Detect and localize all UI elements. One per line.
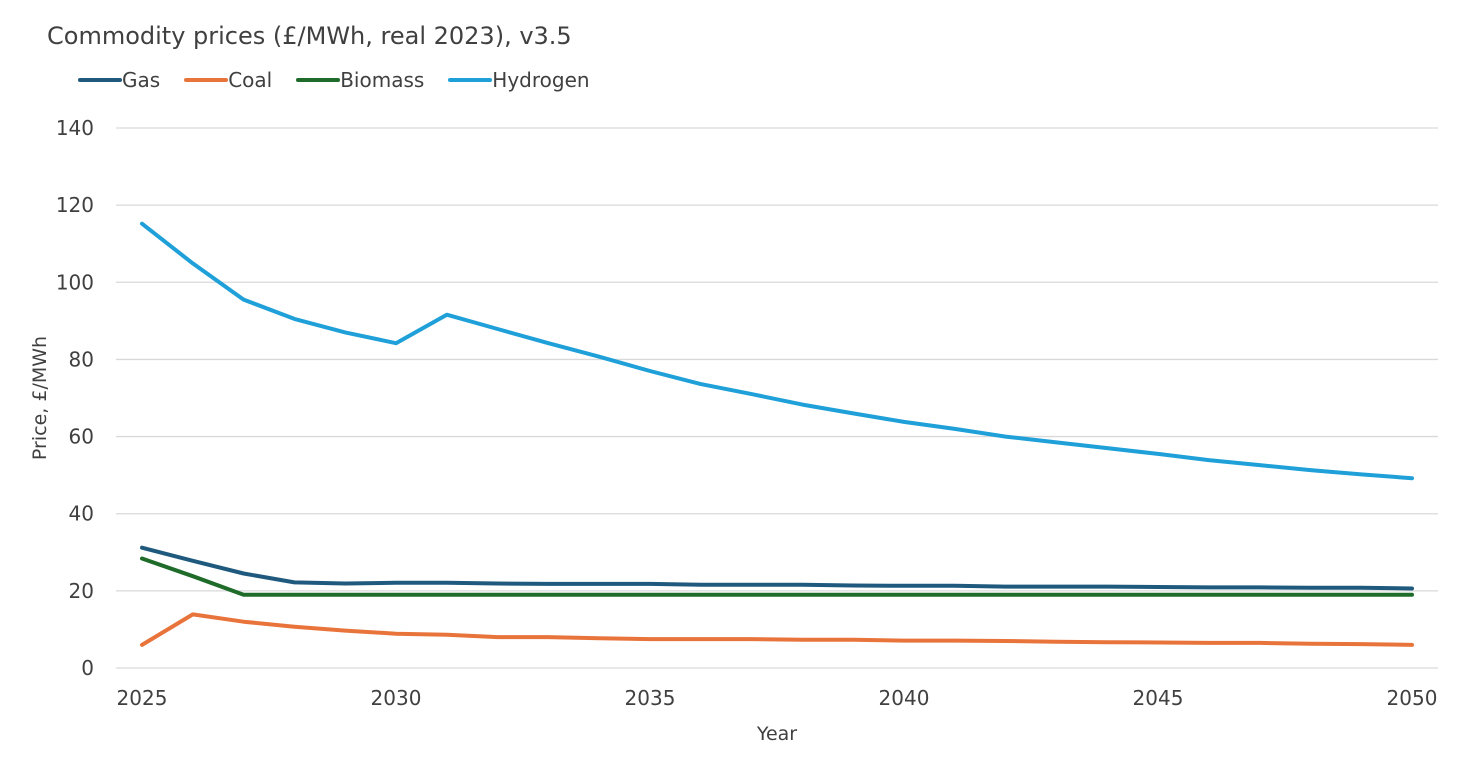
legend-swatch bbox=[296, 78, 341, 82]
x-tick-label: 2035 bbox=[625, 686, 676, 710]
chart-legend: Gas Coal Biomass Hydrogen bbox=[78, 66, 614, 94]
chart-title: Commodity prices (£/MWh, real 2023), v3.… bbox=[47, 22, 572, 50]
x-tick-label: 2045 bbox=[1133, 686, 1184, 710]
legend-swatch bbox=[184, 78, 229, 82]
legend-label: Coal bbox=[228, 68, 273, 92]
legend-swatch bbox=[448, 78, 493, 82]
y-axis-label: Price, £/MWh bbox=[29, 336, 51, 460]
x-tick-label: 2025 bbox=[117, 686, 168, 710]
y-tick-label: 20 bbox=[69, 579, 94, 603]
legend-item-biomass: Biomass bbox=[296, 68, 424, 92]
legend-label: Gas bbox=[122, 68, 161, 92]
y-tick-label: 100 bbox=[56, 270, 94, 294]
series-line-biomass bbox=[140, 556, 1414, 597]
x-axis-label: Year bbox=[756, 723, 797, 745]
series-line-coal bbox=[140, 612, 1414, 647]
series-line-gas bbox=[140, 545, 1414, 591]
y-tick-label: 140 bbox=[56, 116, 94, 140]
y-tick-label: 120 bbox=[56, 193, 94, 217]
y-tick-label: 40 bbox=[69, 502, 94, 526]
y-tick-label: 60 bbox=[69, 425, 94, 449]
legend-item-coal: Coal bbox=[184, 68, 272, 92]
legend-label: Biomass bbox=[340, 68, 425, 92]
legend-label: Hydrogen bbox=[492, 68, 590, 92]
x-tick-label: 2050 bbox=[1387, 686, 1438, 710]
x-tick-label: 2040 bbox=[879, 686, 930, 710]
y-tick-label: 0 bbox=[81, 656, 94, 680]
y-tick-label: 80 bbox=[69, 347, 94, 371]
legend-item-gas: Gas bbox=[78, 68, 160, 92]
legend-swatch bbox=[78, 78, 122, 82]
legend-item-hydrogen: Hydrogen bbox=[448, 68, 590, 92]
series-line-hydrogen bbox=[140, 221, 1414, 481]
x-tick-label: 2030 bbox=[371, 686, 422, 710]
